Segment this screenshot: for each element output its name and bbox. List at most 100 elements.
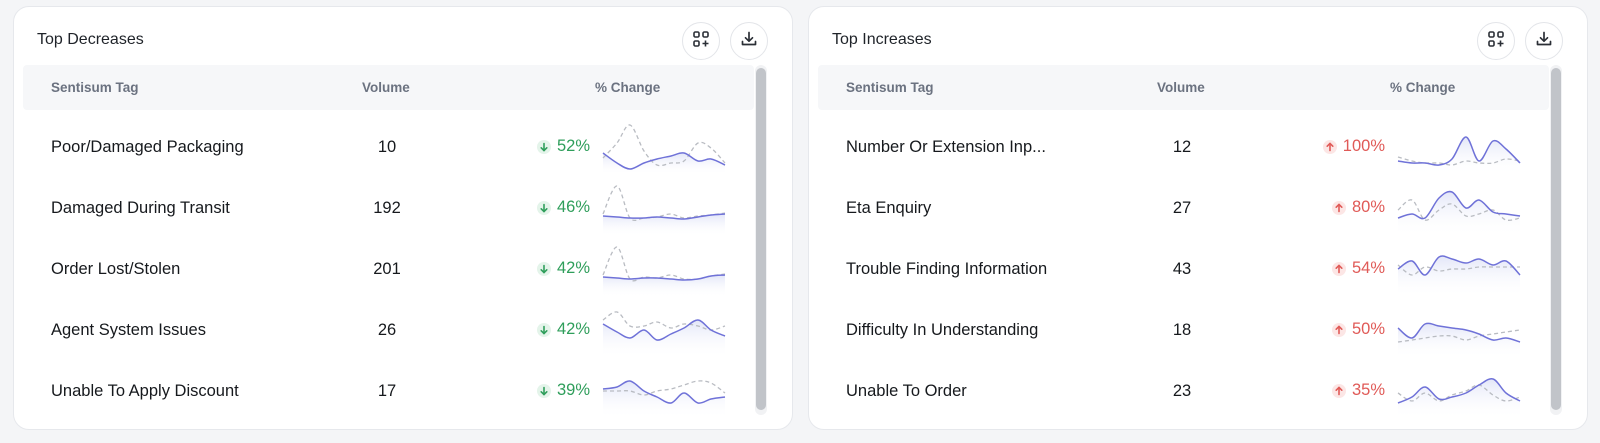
add-widget-button[interactable]: [682, 22, 720, 60]
top-increases-card: Top Increases Sentisum Tag Volume % Chan…: [808, 6, 1588, 430]
tag-cell: Order Lost/Stolen: [51, 260, 181, 278]
sparkline-area: [603, 380, 725, 419]
change-cell: 42%: [536, 259, 590, 278]
table-row[interactable]: Difficulty In Understanding 18 50%: [818, 299, 1549, 361]
table-row[interactable]: Unable To Order 23 35%: [818, 360, 1549, 422]
sparkline-previous-series: [602, 311, 726, 331]
sparkline-current-series: [602, 274, 726, 281]
header-volume: Volume: [362, 80, 410, 95]
sparkline-current-series: [1397, 322, 1521, 343]
volume-cell: 10: [377, 138, 397, 156]
change-cell: 42%: [536, 320, 590, 339]
sparkline-current-series: [602, 319, 726, 341]
arrow-up-icon: [1322, 139, 1337, 154]
tag-cell: Unable To Order: [846, 382, 967, 400]
sparkline-previous-series: [1397, 199, 1521, 221]
download-icon: [740, 30, 758, 53]
sparkline-previous-series: [602, 246, 726, 282]
change-value: 50%: [1351, 320, 1385, 338]
sparkline-current-series: [1397, 378, 1521, 404]
volume-cell: 27: [1172, 199, 1192, 217]
change-cell: 50%: [1331, 320, 1385, 339]
sparkline: [1397, 190, 1521, 236]
table-row[interactable]: Agent System Issues 26 42%: [23, 299, 754, 361]
arrow-down-icon: [536, 261, 551, 276]
sparkline: [602, 380, 726, 419]
sparkline: [1397, 322, 1521, 358]
sparkline-area: [603, 152, 725, 175]
change-value: 100%: [1342, 137, 1385, 155]
change-cell: 52%: [536, 137, 590, 156]
scrollbar[interactable]: [1550, 65, 1562, 415]
change-value: 46%: [556, 198, 590, 216]
arrow-down-icon: [536, 322, 551, 337]
download-button[interactable]: [730, 22, 768, 60]
arrow-up-icon: [1331, 261, 1346, 276]
volume-cell: 43: [1172, 260, 1192, 278]
volume-cell: 18: [1172, 321, 1192, 339]
tag-cell: Difficulty In Understanding: [846, 321, 1039, 339]
scroll-thumb[interactable]: [756, 68, 766, 410]
arrow-down-icon: [536, 200, 551, 215]
table-row[interactable]: Unable To Apply Discount 17 39%: [23, 360, 754, 422]
scroll-thumb[interactable]: [1551, 68, 1561, 410]
add-widget-icon: [692, 30, 710, 53]
change-cell: 39%: [536, 381, 590, 400]
change-value: 80%: [1351, 198, 1385, 216]
volume-cell: 26: [377, 321, 397, 339]
sparkline-area: [1398, 136, 1520, 175]
table-row[interactable]: Trouble Finding Information 43 54%: [818, 238, 1549, 300]
card-title: Top Decreases: [37, 31, 144, 48]
decreases-table: Sentisum Tag Volume % Change Poor/Damage…: [23, 65, 754, 425]
sparkline-area: [1398, 256, 1520, 297]
header-tag: Sentisum Tag: [51, 80, 139, 95]
tag-cell: Agent System Issues: [51, 321, 206, 339]
change-value: 35%: [1351, 381, 1385, 399]
header-change: % Change: [595, 80, 661, 95]
volume-cell: 192: [373, 199, 401, 217]
sparkline-current-series: [602, 380, 726, 404]
tag-cell: Unable To Apply Discount: [51, 382, 239, 400]
table-row[interactable]: Eta Enquiry 27 80%: [818, 177, 1549, 239]
arrow-down-icon: [536, 383, 551, 398]
download-icon: [1535, 30, 1553, 53]
tag-cell: Eta Enquiry: [846, 199, 932, 217]
sparkline-current-series: [602, 213, 726, 220]
add-widget-icon: [1487, 30, 1505, 53]
header-change: % Change: [1390, 80, 1456, 95]
volume-cell: 17: [377, 382, 397, 400]
sparkline: [1397, 136, 1521, 175]
sparkline: [1397, 255, 1521, 297]
sparkline-current-series: [1397, 255, 1521, 276]
add-widget-button[interactable]: [1477, 22, 1515, 60]
sparkline-current-series: [1397, 190, 1521, 220]
change-cell: 35%: [1331, 381, 1385, 400]
sparkline: [1397, 378, 1521, 419]
top-decreases-card: Top Decreases Sentisum Tag Volume % Chan…: [13, 6, 793, 430]
sparkline-area: [1398, 323, 1520, 358]
download-button[interactable]: [1525, 22, 1563, 60]
table-header: Sentisum Tag Volume % Change: [818, 65, 1549, 110]
sparkline-area: [603, 214, 725, 236]
scrollbar[interactable]: [755, 65, 767, 415]
arrow-down-icon: [536, 139, 551, 154]
change-value: 42%: [556, 320, 590, 338]
table-row[interactable]: Order Lost/Stolen 201 42%: [23, 238, 754, 300]
change-value: 54%: [1351, 259, 1385, 277]
change-value: 42%: [556, 259, 590, 277]
tag-cell: Poor/Damaged Packaging: [51, 138, 244, 156]
volume-cell: 12: [1172, 138, 1192, 156]
change-cell: 54%: [1331, 259, 1385, 278]
sparkline: [602, 311, 726, 358]
table-row[interactable]: Poor/Damaged Packaging 10 52%: [23, 116, 754, 178]
volume-cell: 23: [1172, 382, 1192, 400]
arrow-up-icon: [1331, 200, 1346, 215]
header-tag: Sentisum Tag: [846, 80, 934, 95]
table-row[interactable]: Number Or Extension Inp... 12 100%: [818, 116, 1549, 178]
tag-cell: Trouble Finding Information: [846, 260, 1048, 278]
increases-table: Sentisum Tag Volume % Change Number Or E…: [818, 65, 1549, 425]
sparkline-previous-series: [1397, 384, 1521, 402]
table-row[interactable]: Damaged During Transit 192 46%: [23, 177, 754, 239]
arrow-up-icon: [1331, 322, 1346, 337]
change-value: 52%: [556, 137, 590, 155]
